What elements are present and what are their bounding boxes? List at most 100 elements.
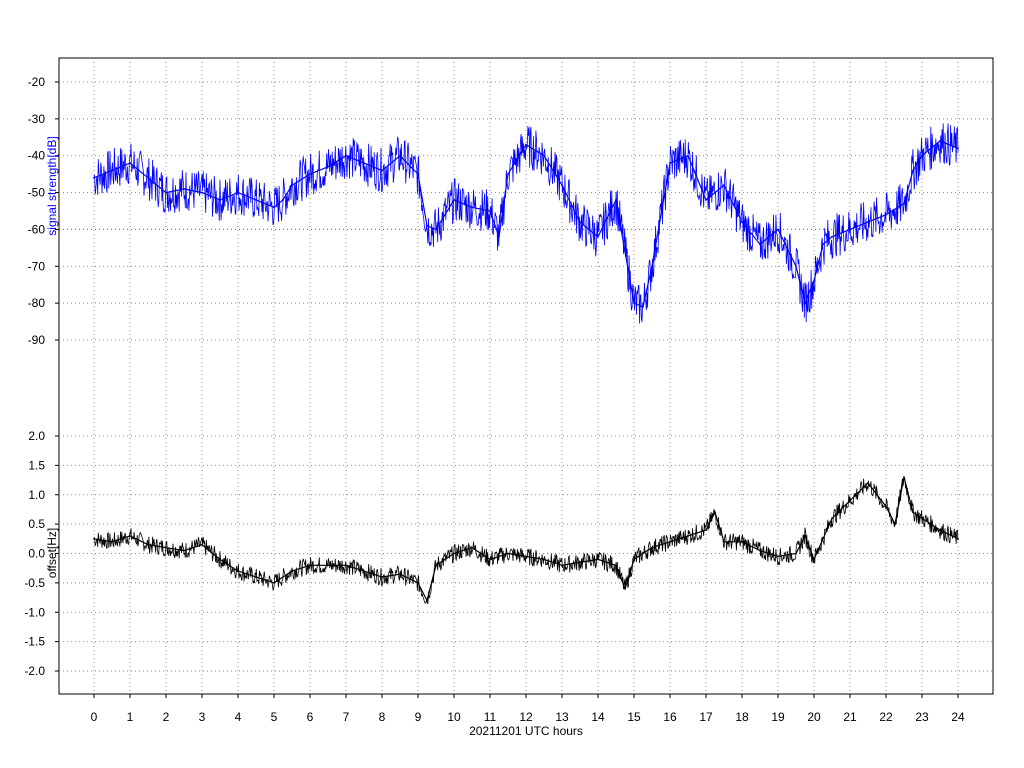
- offset-point: [912, 511, 914, 514]
- signal-point: [363, 162, 365, 164]
- signal-point: [705, 199, 707, 201]
- signal-point: [885, 213, 887, 216]
- signal-series: [93, 123, 959, 324]
- x-axis-label: 20211201 UTC hours: [469, 724, 583, 738]
- offset-point: [255, 576, 257, 578]
- signal-point: [282, 199, 284, 201]
- x-tick-label: 12: [519, 710, 533, 724]
- signal-point: [471, 206, 473, 209]
- offset-point: [147, 543, 149, 546]
- offset-point: [111, 540, 113, 543]
- signal-point: [759, 243, 761, 246]
- offset-point: [399, 573, 401, 575]
- offset-point: [885, 505, 887, 508]
- offset-point: [624, 587, 626, 590]
- signal-point: [453, 199, 455, 201]
- offset-point: [561, 564, 563, 567]
- offset-y-ticks: 2.0 1.5 1.0 0.5 0.0 -0.5 -1.0 -1.5 -2.0: [24, 429, 59, 678]
- offset-y-tick-label: 2.0: [28, 429, 45, 443]
- signal-point: [237, 191, 239, 194]
- offset-point: [894, 523, 896, 526]
- offset-point: [804, 534, 806, 537]
- offset-point: [957, 537, 959, 540]
- signal-point: [633, 302, 635, 305]
- signal-point: [327, 165, 329, 168]
- offset-point: [345, 564, 347, 567]
- offset-point: [507, 552, 509, 555]
- signal-point: [399, 154, 401, 157]
- signal-point: [957, 147, 959, 150]
- signal-point: [498, 235, 500, 238]
- signal-point: [939, 140, 941, 142]
- signal-point: [867, 221, 869, 223]
- x-tick-label: 19: [771, 710, 785, 724]
- signal-point: [579, 221, 581, 223]
- offset-point: [633, 558, 635, 561]
- x-tick-label: 17: [699, 710, 713, 724]
- offset-point: [651, 546, 653, 549]
- signal-y-tick-label: -70: [28, 259, 46, 273]
- x-tick-label: 21: [843, 710, 857, 724]
- signal-point: [921, 154, 923, 157]
- signal-point: [165, 191, 167, 194]
- offset-point: [381, 576, 383, 578]
- offset-point: [867, 482, 869, 484]
- offset-point: [417, 581, 419, 584]
- x-ticks: 0 1 2 3 4 5 6 7 8 9 10 11 12 13 14 15 16 17 18 19 20 21 22 23 24: [91, 694, 965, 724]
- x-tick-label: 1: [127, 710, 134, 724]
- x-tick-label: 23: [915, 710, 929, 724]
- offset-point: [687, 534, 689, 537]
- offset-point: [669, 540, 671, 543]
- signal-point: [597, 235, 599, 238]
- signal-point: [219, 199, 221, 201]
- signal-point: [273, 206, 275, 209]
- offset-point: [741, 540, 743, 543]
- signal-point: [201, 191, 203, 194]
- offset-y-tick-label: 1.5: [28, 458, 45, 472]
- offset-point: [219, 558, 221, 561]
- offset-y-tick-label: 0.0: [28, 547, 45, 561]
- offset-point: [579, 561, 581, 564]
- offset-point: [129, 534, 131, 537]
- offset-point: [759, 549, 761, 552]
- offset-point: [237, 570, 239, 573]
- signal-point: [309, 173, 311, 176]
- offset-point: [453, 552, 455, 555]
- signal-y-tick-label: -80: [28, 296, 46, 310]
- offset-y-tick-label: -1.5: [24, 635, 45, 649]
- signal-point: [624, 250, 626, 253]
- x-tick-label: 11: [484, 710, 497, 724]
- signal-point: [147, 176, 149, 179]
- signal-y-tick-label: -30: [28, 112, 46, 126]
- x-tick-label: 8: [379, 710, 386, 724]
- offset-y-tick-label: 1.0: [28, 488, 45, 502]
- signal-point: [426, 224, 428, 227]
- signal-point: [642, 305, 644, 308]
- offset-point: [813, 558, 815, 561]
- x-tick-label: 13: [555, 710, 569, 724]
- x-tick-label: 2: [163, 710, 170, 724]
- signal-point: [93, 176, 95, 179]
- x-tick-label: 10: [447, 710, 461, 724]
- signal-y-tick-label: -50: [28, 186, 46, 200]
- signal-point: [183, 187, 185, 190]
- offset-y-axis-label: offset[Hz]: [45, 528, 59, 578]
- signal-point: [795, 265, 797, 268]
- signal-point: [804, 302, 806, 305]
- offset-point: [183, 549, 185, 552]
- signal-point: [615, 199, 617, 201]
- offset-point: [201, 543, 203, 546]
- signal-point: [543, 154, 545, 157]
- signal-point: [822, 243, 824, 246]
- signal-point: [345, 154, 347, 157]
- x-tick-label: 3: [199, 710, 206, 724]
- signal-point: [669, 162, 671, 164]
- signal-point: [561, 184, 563, 187]
- offset-point: [543, 558, 545, 561]
- signal-point: [417, 173, 419, 176]
- offset-point: [435, 564, 437, 567]
- signal-point: [381, 169, 383, 172]
- offset-point: [777, 555, 779, 558]
- offset-point: [921, 517, 923, 520]
- x-tick-label: 18: [735, 710, 749, 724]
